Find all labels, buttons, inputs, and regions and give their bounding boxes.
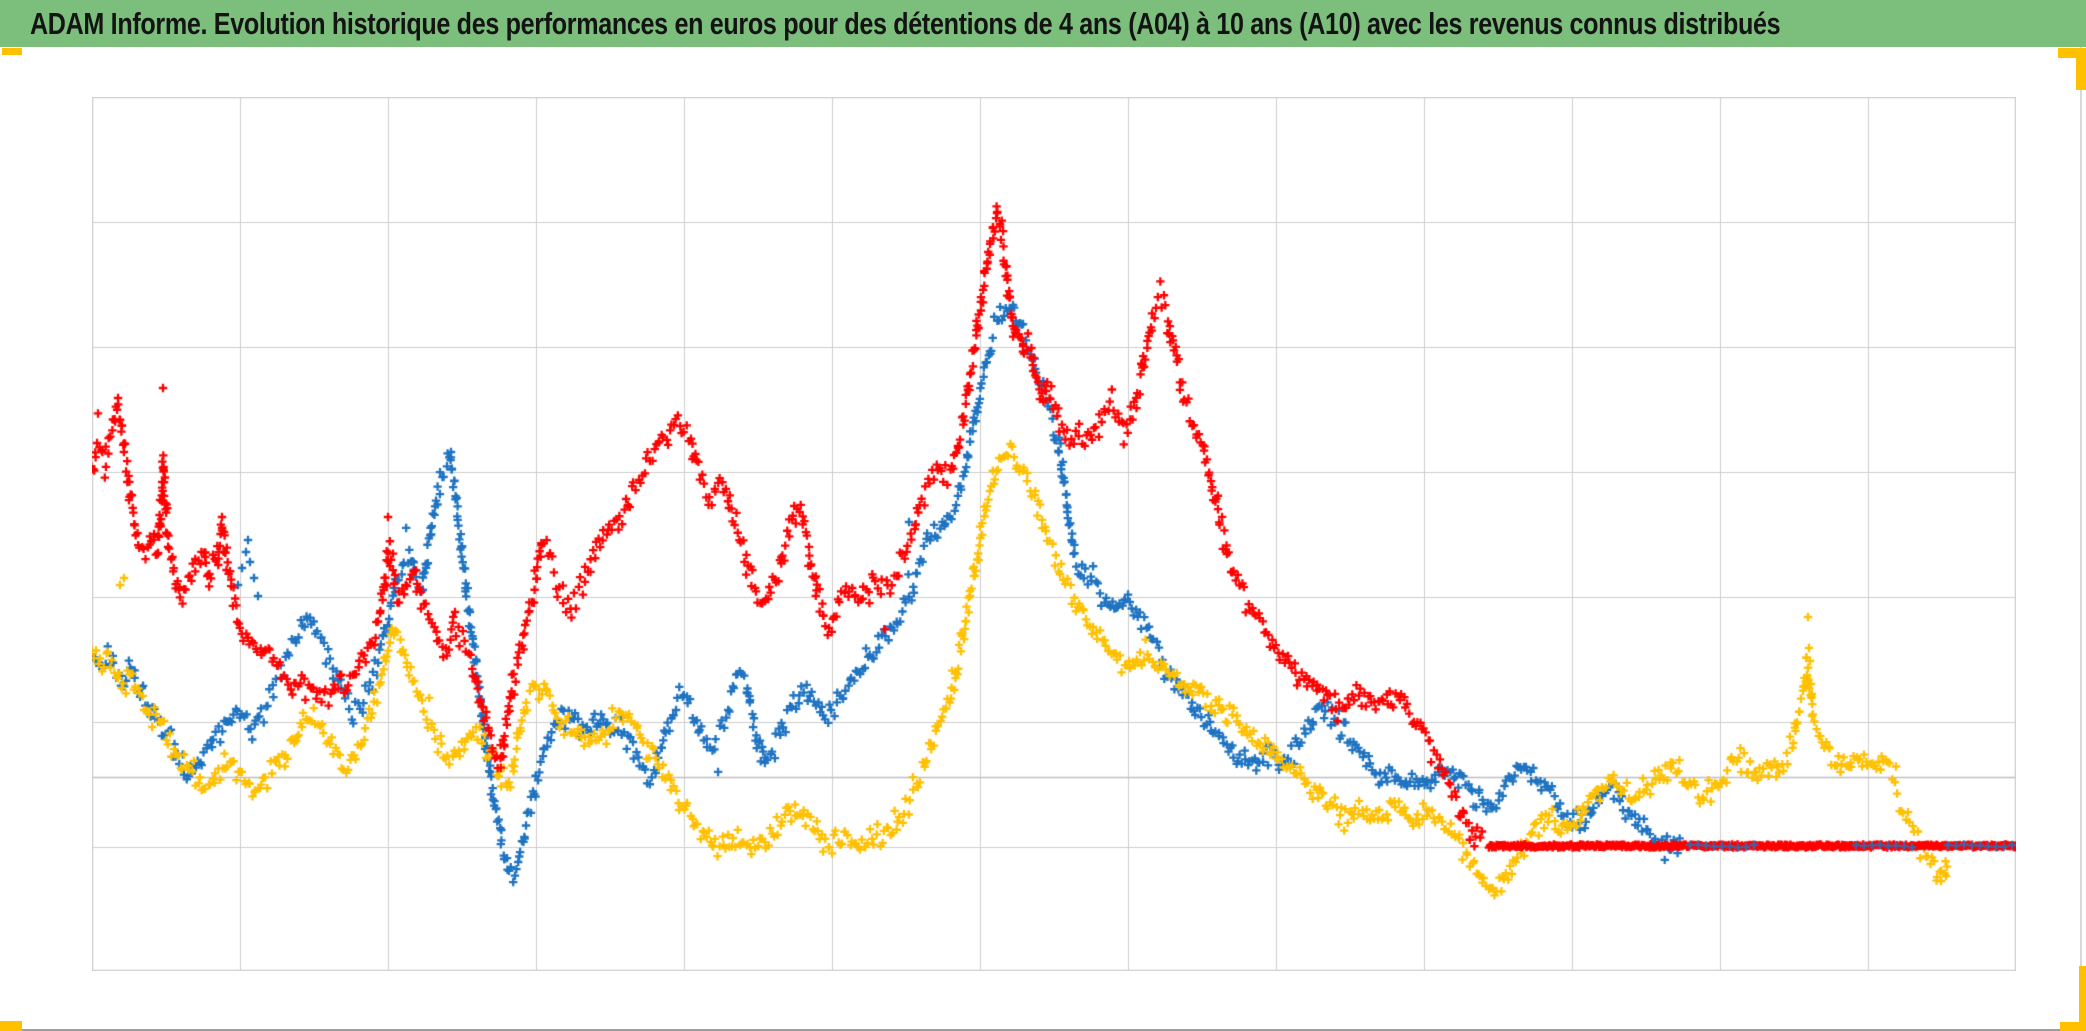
scatter-canvas [92,97,2016,971]
page-border-bottom [0,1029,2086,1031]
accent-top-right-horizontal [2058,48,2086,58]
page-border-right [2080,47,2082,1031]
accent-top-left [2,48,22,55]
accent-bottom-left [0,1021,22,1031]
accent-bottom-right-vertical [2079,966,2086,1031]
accent-bottom-right-horizontal [2060,1022,2086,1031]
page-title: ADAM Informe. Evolution historique des p… [30,6,1781,41]
title-bar: ADAM Informe. Evolution historique des p… [0,0,2086,47]
accent-top-right-vertical [2076,48,2086,90]
performance-scatter-chart [92,97,2016,971]
